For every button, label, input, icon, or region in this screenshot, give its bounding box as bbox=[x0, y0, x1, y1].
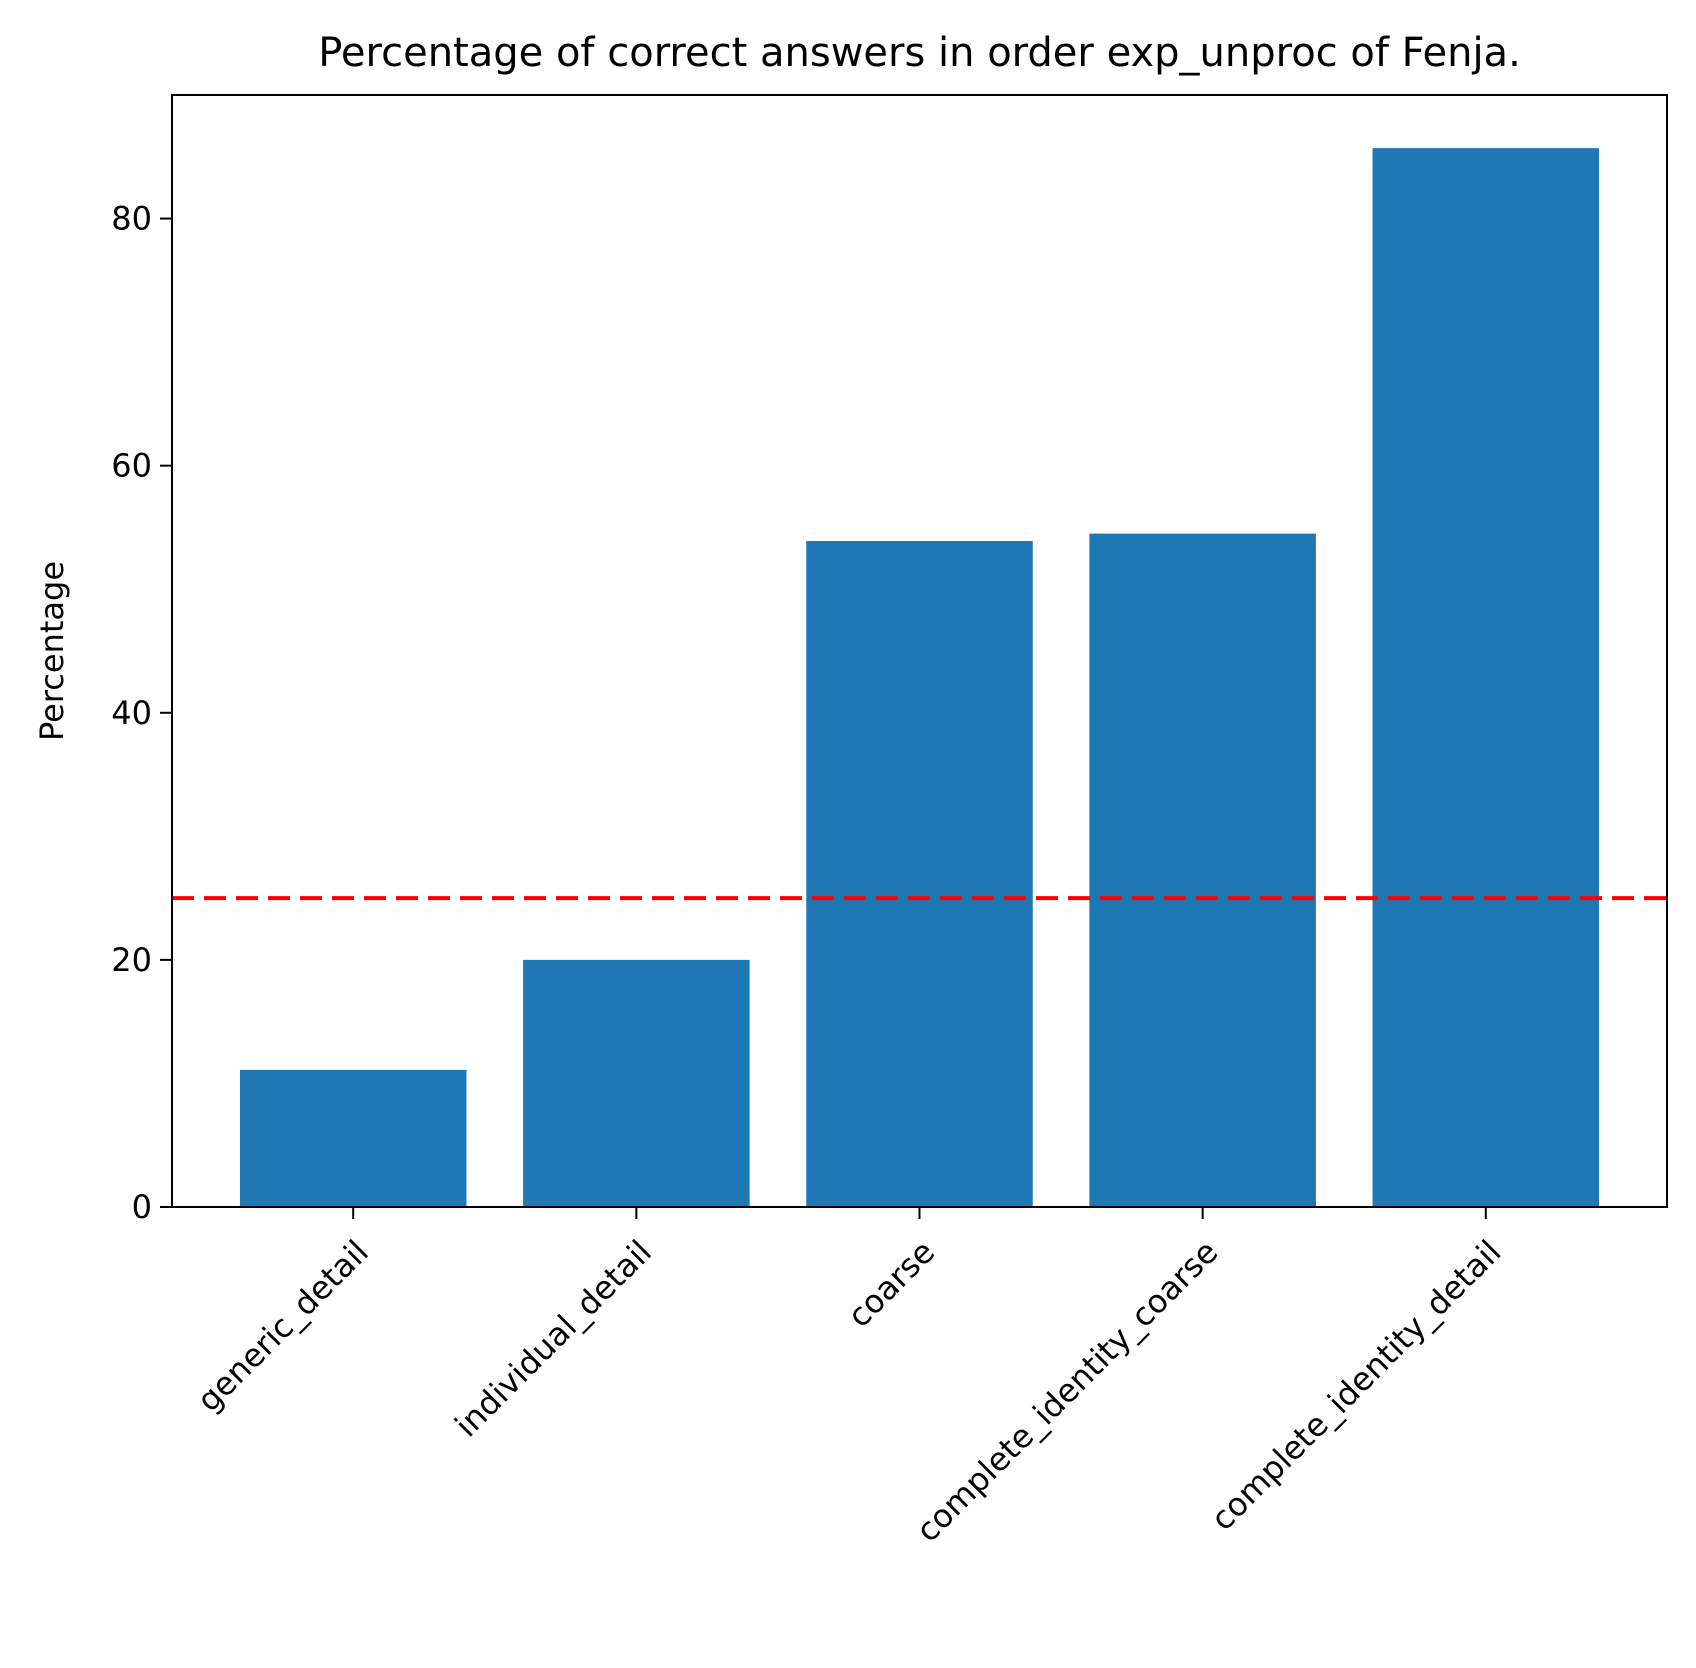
bar-complete_identity_coarse bbox=[1089, 533, 1316, 1207]
x-tick-label: coarse bbox=[840, 1233, 942, 1335]
y-tick-label: 20 bbox=[111, 941, 152, 979]
bars-layer bbox=[239, 148, 1600, 1207]
y-tick-label: 80 bbox=[111, 200, 152, 238]
y-tick-label: 40 bbox=[111, 694, 152, 732]
y-axis-label: Percentage bbox=[33, 561, 71, 741]
chart-title: Percentage of correct answers in order e… bbox=[318, 30, 1521, 76]
bar-coarse bbox=[806, 541, 1033, 1207]
bar-complete_identity_detail bbox=[1372, 148, 1600, 1207]
x-tick-label: complete_identity_detail bbox=[1203, 1233, 1508, 1538]
x-tick-label: generic_detail bbox=[189, 1233, 375, 1419]
bar-individual_detail bbox=[523, 959, 750, 1207]
y-tick-label: 60 bbox=[111, 447, 152, 485]
x-tick-label: individual_detail bbox=[447, 1233, 659, 1445]
y-tick-label: 0 bbox=[132, 1188, 152, 1226]
bar-generic_detail bbox=[239, 1069, 467, 1207]
x-tick-label: complete_identity_coarse bbox=[909, 1233, 1226, 1550]
